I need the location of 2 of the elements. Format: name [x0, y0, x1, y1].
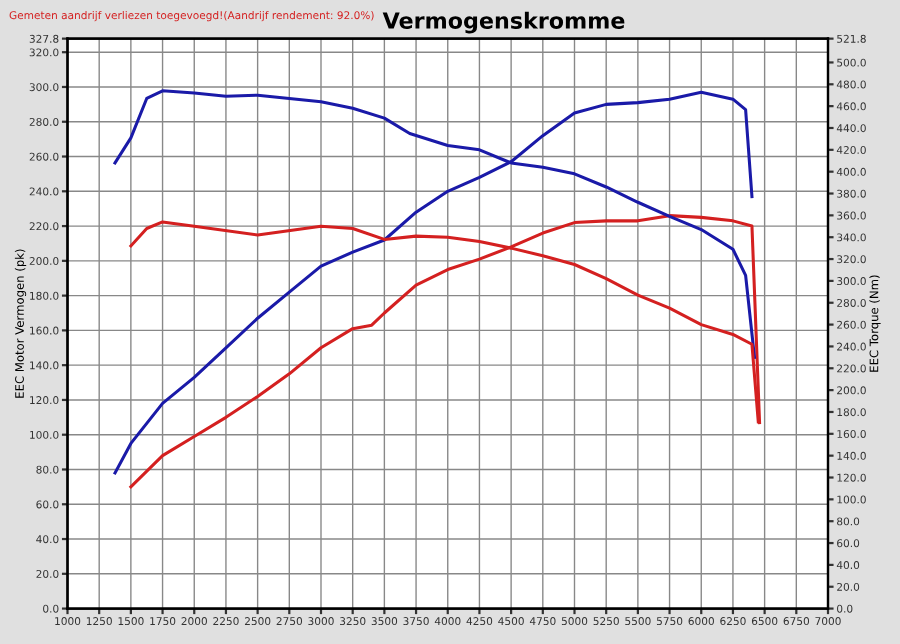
line-series: [113, 90, 754, 475]
chart-title: Vermogenskromme: [382, 11, 625, 34]
